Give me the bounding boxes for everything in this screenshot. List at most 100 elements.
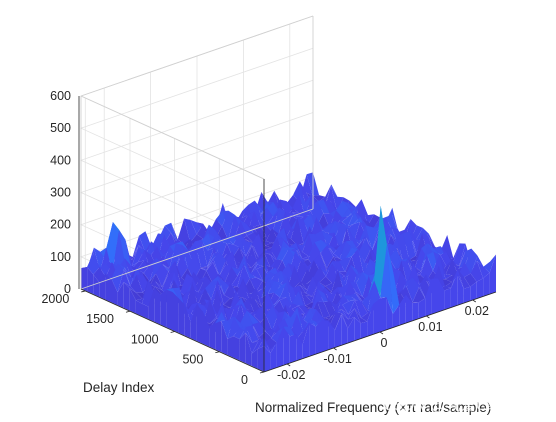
- surface-cell: [227, 316, 240, 339]
- surface-skirt: [463, 286, 471, 304]
- surface-cell: [354, 299, 368, 318]
- surface-cell: [217, 280, 231, 305]
- surface-cell: [162, 261, 175, 272]
- surface-cell: [308, 242, 321, 268]
- surface-cell: [451, 269, 464, 289]
- axis-box-edge: [80, 208, 314, 290]
- surface-cell: [259, 232, 272, 246]
- surface-cell: [361, 280, 375, 311]
- surface-cell: [215, 311, 228, 324]
- surface-cell: [264, 250, 277, 261]
- surface-skirt: [221, 320, 228, 356]
- surface-cell: [290, 307, 304, 334]
- surface-cell: [332, 261, 346, 272]
- surface-cell: [319, 276, 332, 287]
- z-tick-label: 400: [50, 153, 71, 167]
- surface-skirt: [111, 279, 118, 306]
- surface-skirt: [166, 289, 173, 331]
- surface-cell: [483, 254, 496, 273]
- surface-cell: [285, 305, 298, 325]
- surface-cell: [408, 248, 422, 268]
- surface-cell: [304, 211, 317, 226]
- surface-cell: [297, 313, 311, 318]
- surface-skirt: [367, 303, 374, 337]
- surface-cell: [197, 299, 211, 315]
- surface-skirt: [438, 278, 445, 312]
- surface-cell: [233, 326, 246, 340]
- surface-cell: [299, 290, 313, 297]
- surface-skirt: [215, 320, 222, 353]
- surface-cell: [217, 297, 230, 309]
- y-axis-label: Delay Index: [83, 380, 155, 395]
- surface-cell: [246, 310, 260, 325]
- surface-cell: [251, 337, 265, 354]
- surface-cell: [262, 271, 275, 284]
- watermark-text: CSDN @我爱C编程: [383, 396, 516, 414]
- surface-skirt: [489, 254, 496, 295]
- surface-skirt: [184, 304, 191, 339]
- surface-cell: [173, 279, 187, 300]
- surface-cell: [257, 256, 270, 278]
- surface-cell: [187, 251, 201, 281]
- surface-cell: [207, 237, 221, 262]
- surface-skirt: [360, 321, 368, 339]
- surface-skirt: [117, 282, 124, 309]
- x-tick-mark: [426, 315, 430, 319]
- surface-cell: [453, 243, 466, 266]
- surface-skirt: [470, 281, 477, 301]
- surface-cell: [258, 233, 272, 254]
- surface-skirt: [203, 311, 210, 348]
- x-tick-label: 0.02: [465, 304, 489, 318]
- surface-cell: [322, 221, 335, 234]
- y-tick-mark: [170, 331, 175, 333]
- surface-cell: [341, 212, 355, 227]
- y-tick-label: 0: [241, 373, 248, 387]
- surface-cell: [240, 220, 254, 236]
- surface-cell: [374, 205, 387, 298]
- surface-cell: [477, 261, 490, 279]
- surface-cell: [464, 273, 477, 287]
- surface-cell: [345, 240, 359, 264]
- surface-cell: [284, 217, 298, 240]
- surface-cell: [368, 205, 381, 296]
- surface-cell: [252, 233, 265, 258]
- surface-skirt: [444, 288, 451, 310]
- surface-cell: [238, 254, 251, 281]
- surface-mesh: [81, 172, 496, 372]
- surface-skirt: [283, 326, 290, 366]
- surface-cell: [363, 258, 376, 277]
- surface-cell: [291, 215, 305, 221]
- surface-cell: [348, 299, 361, 318]
- surface-cell: [239, 326, 253, 343]
- surface-cell: [254, 211, 267, 226]
- surface-cell: [299, 285, 312, 306]
- surface-skirt: [399, 294, 406, 326]
- surface-cell: [206, 262, 219, 283]
- surface-cell: [329, 309, 342, 320]
- surface-cell: [324, 185, 338, 212]
- surface-cell: [241, 205, 255, 226]
- surface-cell: [237, 263, 250, 290]
- surface-cell: [117, 269, 131, 293]
- surface-cell: [317, 301, 330, 319]
- surface-cell: [111, 263, 124, 293]
- surface-cell: [459, 243, 472, 266]
- surface-cell: [186, 281, 199, 303]
- surface-skirt: [405, 294, 413, 324]
- y-tick-label: 1000: [131, 332, 159, 346]
- surface-cell: [265, 228, 279, 243]
- y-tick-mark: [81, 290, 86, 293]
- surface-cell: [236, 278, 250, 301]
- surface-cell: [287, 265, 301, 289]
- surface-cell: [313, 266, 326, 283]
- x-tick-label: -0.01: [323, 352, 352, 366]
- surface-cell: [330, 291, 344, 307]
- surface-cell: [293, 281, 307, 290]
- x-tick-mark: [286, 363, 291, 367]
- surface-cell: [167, 271, 181, 295]
- surface-skirt: [148, 288, 155, 323]
- x-tick-label: 0.01: [418, 320, 442, 334]
- surface-cell: [335, 304, 349, 315]
- x-tick-label: 0: [381, 336, 388, 350]
